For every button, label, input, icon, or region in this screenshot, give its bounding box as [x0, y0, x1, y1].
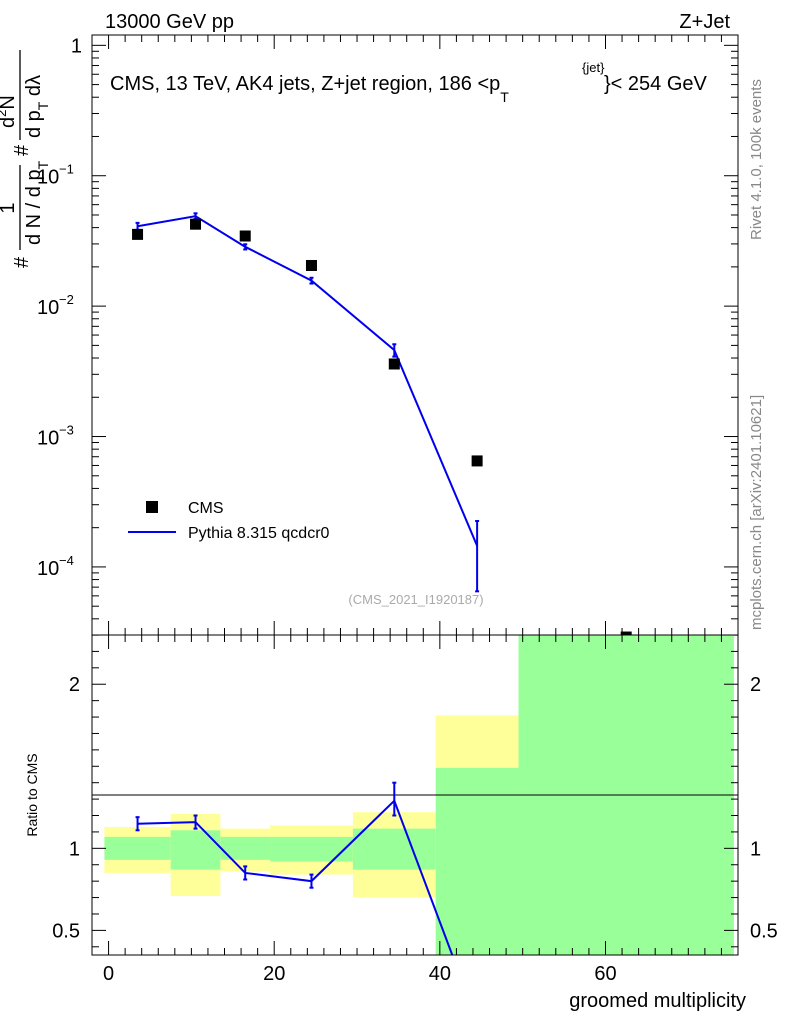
cms-point — [190, 218, 202, 230]
x-tick-label: 20 — [263, 963, 285, 985]
ratio-ticks — [91, 634, 739, 955]
ylabel-hash: # — [11, 256, 33, 268]
legend-mc-label: Pythia 8.315 qcdcr0 — [188, 525, 330, 542]
ylabel-num2-sup: 2 — [0, 110, 9, 117]
title-sup: {jet} — [582, 60, 605, 75]
main-ytick-label: 1 — [71, 35, 82, 57]
ratio-ylabel: Ratio to CMS — [24, 753, 40, 836]
ratio-band-inner — [104, 836, 171, 860]
main-plot-frame — [91, 34, 739, 636]
ylabel-den2-dp: d p — [23, 110, 45, 138]
ratio-band-inner — [170, 830, 221, 870]
main-plot: 110−110−210−310−4 CMS, 13 TeV, AK4 jets,… — [0, 34, 739, 643]
legend-cms-marker — [146, 501, 158, 513]
ylabel-den-sub: T — [35, 160, 51, 169]
main-ticks — [91, 35, 739, 636]
ratio-ytick-label: 2 — [69, 674, 80, 696]
ratio-plot-frame — [91, 634, 739, 956]
mc-line — [137, 215, 479, 547]
legend: CMS Pythia 8.315 qcdcr0 — [128, 500, 330, 542]
main-ytick-label: 10 — [37, 558, 59, 580]
ratio-ytick-label: 0.5 — [52, 920, 80, 942]
ylabel-hash-2: # — [11, 144, 33, 156]
main-ylabel: # 1 d N / d pT # d2N d pT dλ — [0, 50, 51, 268]
plot-title: CMS, 13 TeV, AK4 jets, Z+jet region, 186… — [110, 73, 509, 105]
ratio-band-inner — [435, 767, 519, 955]
cms-point — [388, 358, 400, 370]
ylabel-den2: d pT dλ — [23, 75, 51, 138]
title-main: CMS, 13 TeV, AK4 jets, Z+jet region, 186… — [110, 73, 500, 95]
main-ytick-label: 10 — [37, 167, 59, 189]
main-ytick-label: 10 — [37, 297, 59, 319]
ratio-ytick-label-right: 2 — [750, 674, 761, 696]
ratio-tick-labels: 0.5 0.51 12 20 20 40 60 — [52, 674, 778, 985]
ylabel-num2: d2N — [0, 95, 19, 128]
cms-point — [239, 230, 251, 242]
rivet-label: Rivet 4.1.0, 100k events — [748, 79, 765, 240]
main-ytick-exp: −2 — [59, 292, 74, 307]
title-tail: }< 254 GeV — [604, 73, 708, 95]
cms-series — [132, 218, 632, 643]
ratio-ytick-label: 1 — [69, 838, 80, 860]
ratio-series — [135, 781, 454, 956]
ylabel-num2-d: d — [0, 117, 19, 128]
x-axis-label: groomed multiplicity — [569, 990, 746, 1012]
x-tick-label: 0 — [103, 963, 114, 985]
ylabel-frac-den: d N / d pT — [23, 160, 51, 245]
main-ytick-exp: −3 — [59, 423, 74, 438]
ratio-ytick-label-right: 1 — [750, 838, 761, 860]
cms-point — [471, 455, 483, 467]
main-ytick-labels: 110−110−210−310−4 — [37, 35, 82, 580]
ylabel-num2-n: N — [0, 95, 19, 109]
header-right: Z+Jet — [679, 11, 730, 33]
main-ytick-exp: −4 — [59, 553, 74, 568]
ylabel-den2-sub: T — [35, 101, 51, 110]
legend-cms-label: CMS — [188, 500, 224, 517]
x-tick-label: 60 — [594, 963, 616, 985]
title-sub: T — [500, 89, 509, 105]
cms-point — [305, 259, 317, 271]
ratio-ytick-label-right: 0.5 — [750, 920, 778, 942]
ylabel-den-text: d N / d p — [23, 169, 45, 245]
ylabel-den2-rest: dλ — [23, 75, 45, 102]
cms-point — [132, 228, 144, 240]
main-ytick-exp: −1 — [59, 162, 74, 177]
ratio-band-inner — [270, 836, 353, 862]
source-label: mcplots.cern.ch [arXiv:2401.10621] — [748, 395, 765, 630]
ylabel-frac-num: 1 — [0, 202, 19, 213]
ratio-band-inner — [220, 836, 271, 860]
analysis-watermark: (CMS_2021_I1920187) — [348, 592, 483, 607]
x-tick-label: 40 — [429, 963, 451, 985]
header-left: 13000 GeV pp — [105, 11, 234, 33]
main-ytick-label: 10 — [37, 428, 59, 450]
ratio-plot: 0.5 0.51 12 20 20 40 60 Ratio to CMS groomed m… — [24, 634, 778, 1012]
ratio-line — [137, 798, 454, 956]
ratio-band-inner — [352, 828, 436, 870]
